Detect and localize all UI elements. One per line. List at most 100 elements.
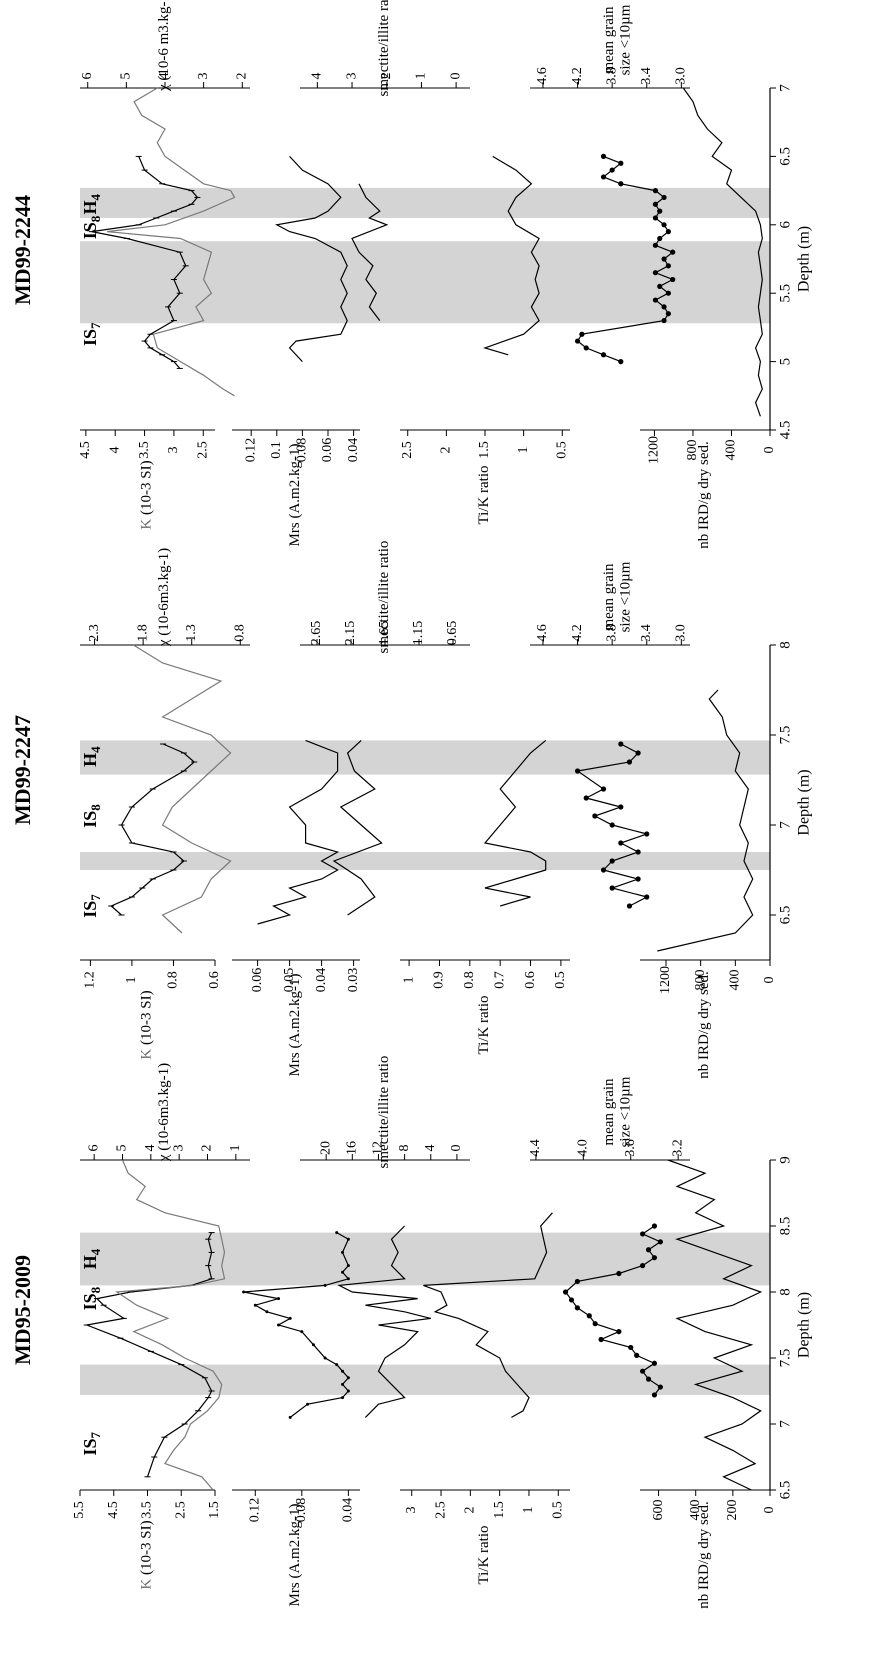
event-label-main: IS [80, 222, 100, 239]
data-point-mgs [657, 235, 663, 242]
data-point-mgs [652, 201, 659, 207]
depth-tick-label: 8.5 [777, 1217, 793, 1236]
depth-tick-label: 7.5 [777, 1349, 793, 1368]
panel-label-main: mean grain [601, 1078, 617, 1146]
value-tick-label-tik: 1 [516, 447, 531, 454]
panel-label-chi: χ (10-6m3.kg-1) [156, 548, 172, 647]
panel-label-k: K (10-3 SI) [139, 990, 155, 1059]
data-point-mgs [583, 795, 589, 801]
value-tick-label-chi: 5 [115, 1145, 130, 1152]
depth-tick-label: 8 [777, 641, 793, 649]
value-tick-label-mgs: 3.8 [604, 624, 619, 642]
event-label-main: IS [80, 329, 100, 346]
shaded-interval-2 [80, 740, 770, 775]
value-tick-label-mgs: 3.0 [674, 624, 689, 642]
value-tick-label-mrs: 0.03 [346, 968, 361, 993]
value-tick-label-chi: 3 [171, 1145, 186, 1152]
panel-label-ird: nb IRD/g dry sed. [696, 971, 712, 1079]
value-tick-label-mrs: 0.06 [320, 438, 335, 463]
panel-label-rest: (10-3 SI) [139, 990, 155, 1048]
data-point-mgs [600, 352, 607, 358]
value-tick-label-k: 4.5 [78, 441, 93, 459]
value-tick-label-chi: 2.3 [87, 624, 102, 642]
panel-label-chi: χ (10-6 m3.kg-1) [156, 0, 172, 92]
series-line-si [351, 183, 389, 321]
data-point-mgs [626, 759, 633, 765]
panel-label-main: Ti/K ratio [476, 995, 492, 1054]
value-tick-label-mrs: 0.06 [250, 968, 265, 993]
value-tick-label-tik: 2 [439, 447, 454, 454]
value-tick-label-tik: 1 [521, 1507, 536, 1514]
event-label-1: IS7 [80, 1432, 103, 1456]
value-tick-label-si: 0 [449, 1145, 464, 1152]
panel-label-tik: Ti/K ratio [476, 1525, 492, 1584]
data-point-mrs [341, 1396, 345, 1400]
value-tick-label-mgs: 4.2 [570, 67, 585, 85]
panel-label-mgs: mean grain [601, 1078, 617, 1146]
value-tick-label-k: 1 [124, 977, 139, 984]
value-tick-label-k: 1.5 [207, 1501, 222, 1519]
value-tick-label-mgs: 4.0 [576, 1139, 591, 1157]
depth-tick-label: 6 [777, 221, 793, 229]
event-label-3: H4 [80, 1248, 103, 1269]
data-point-mgs [618, 359, 624, 365]
shaded-interval-1 [80, 852, 770, 870]
value-tick-label-k: 0.8 [166, 971, 181, 989]
value-tick-label-mrs: 0.12 [243, 438, 258, 463]
data-point-mrs [341, 1382, 345, 1386]
event-label-1: IS7 [80, 322, 103, 346]
depth-tick-label: 7 [777, 84, 793, 92]
chart-title: MD95-2009 [10, 1255, 35, 1365]
value-tick-label-si: 1 [414, 73, 429, 80]
panel-label-main: K [139, 1579, 155, 1590]
value-tick-label-tik: 2.5 [433, 1501, 448, 1519]
panel-label-line2-mgs: size <10µm [617, 1076, 633, 1147]
value-tick-label-si: 1.65 [377, 621, 392, 646]
series-line-mgs [576, 155, 675, 363]
panel-label-main: K [139, 519, 155, 530]
data-point-mgs [665, 290, 671, 296]
value-tick-label-ird: 200 [725, 1500, 740, 1521]
value-tick-label-si: 0 [448, 73, 463, 80]
value-tick-label-si: 4 [423, 1145, 438, 1152]
event-label-sub: 7 [88, 894, 103, 901]
value-tick-label-k: 1.2 [83, 971, 98, 989]
panel-label-si: smectite/illite ratio [376, 541, 392, 654]
panel-label-main: Mrs [287, 1052, 303, 1076]
panel-label-k: K (10-3 SI) [139, 460, 155, 529]
value-tick-label-k: 2.5 [195, 441, 210, 459]
depth-tick-label: 5 [777, 358, 793, 366]
data-point-mgs [635, 750, 641, 756]
data-point-mgs [670, 276, 676, 283]
value-tick-label-chi: 1.8 [135, 624, 150, 642]
event-label-2: IS8 [80, 1286, 103, 1310]
value-tick-label-mrs: 0.05 [282, 968, 297, 993]
data-point-mrs [341, 1250, 345, 1254]
value-tick-label-chi: 2 [234, 73, 249, 80]
data-point-mgs [639, 1263, 646, 1269]
event-label-sub: 4 [88, 194, 103, 201]
event-label-sub: 4 [88, 1248, 103, 1255]
data-point-mgs [645, 1376, 652, 1382]
data-point-mgs [657, 1239, 663, 1245]
depth-tick-label: 6.5 [777, 147, 793, 166]
data-point-mgs [616, 1329, 622, 1335]
panel-label-main: nb IRD/g dry sed. [696, 441, 712, 549]
depth-tick-label: 9 [777, 1156, 793, 1164]
panel-label-main: smectite/illite ratio [376, 541, 392, 654]
data-point-mgs [600, 153, 607, 159]
data-point-mrs [277, 1323, 281, 1327]
value-tick-label-k: 4 [107, 447, 122, 454]
depth-tick-label: 7 [777, 1420, 793, 1428]
value-tick-label-chi: 5 [119, 73, 134, 80]
event-label-2: IS8 [80, 215, 103, 239]
data-point-mrs [335, 1363, 339, 1367]
depth-tick-label: 7 [777, 821, 793, 829]
value-tick-label-ird: 400 [728, 970, 743, 991]
value-tick-label-ird: 400 [688, 1500, 703, 1521]
data-point-mrs [300, 1330, 304, 1334]
panel-label-mrs: Mrs (A.m2.kg-1) [287, 1504, 303, 1607]
value-tick-label-ird: 0 [762, 977, 777, 984]
panel-label-tik: Ti/K ratio [476, 995, 492, 1054]
